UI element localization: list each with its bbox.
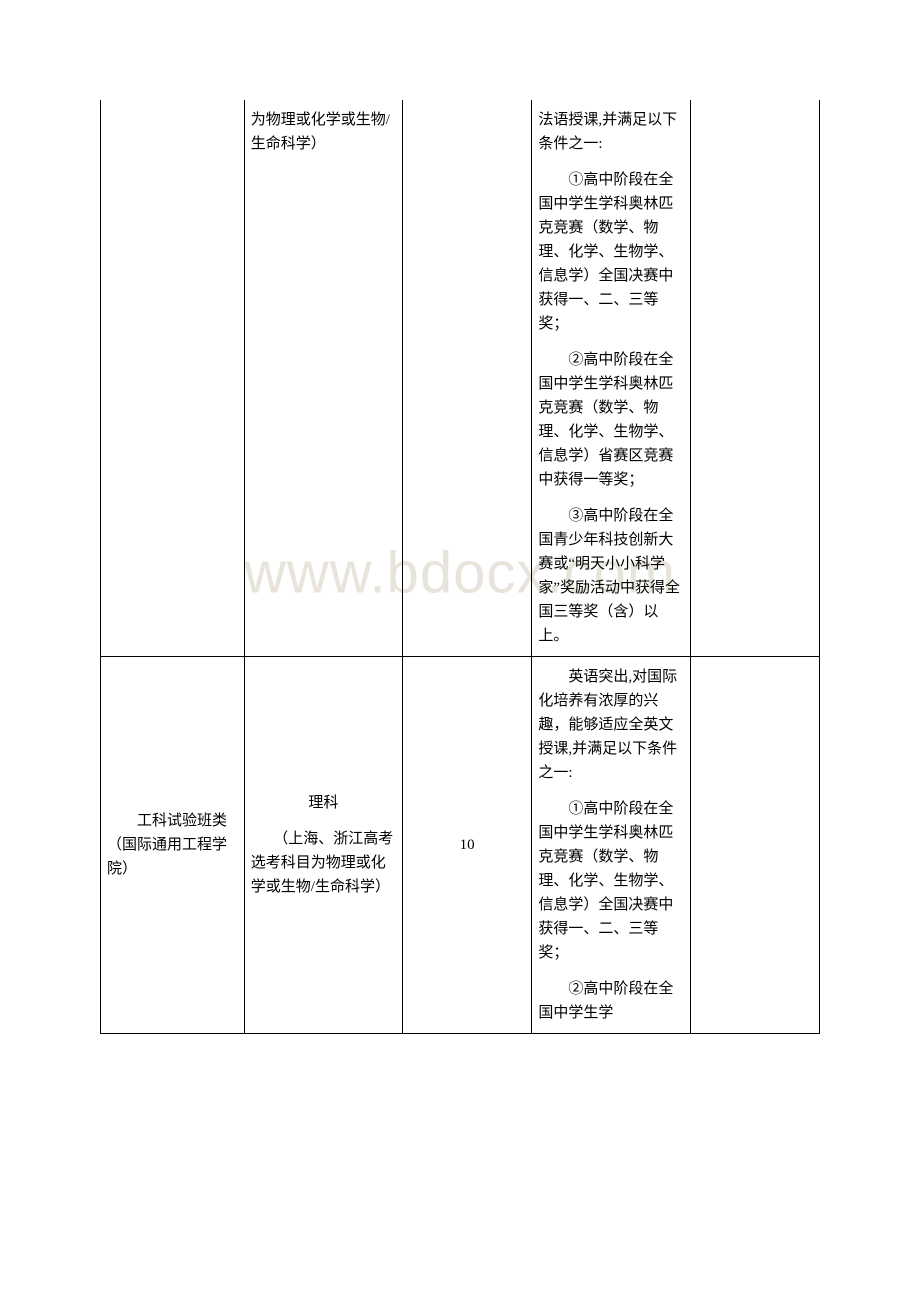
requirement-item-3: ③高中阶段在全国青少年科技创新大赛或“明天小小科学家”奖励活动中获得全国三等奖（… [538,504,683,648]
requirement-intro: 英语突出,对国际化培养有浓厚的兴趣，能够适应全英文授课,并满足以下条件之一: [538,665,683,785]
cell-requirements: 法语授课,并满足以下条件之一: ①高中阶段在全国中学生学科奥林匹克竞赛（数学、物… [532,100,690,657]
requirement-item-1: ①高中阶段在全国中学生学科奥林匹克竞赛（数学、物理、化学、生物学、信息学）全国决… [538,797,683,965]
cell-remark [690,657,819,1034]
cell-subject: 为物理或化学或生物/生命科学） [244,100,402,657]
requirement-item-2: ②高中阶段在全国中学生学 [538,977,683,1025]
requirement-item-1: ①高中阶段在全国中学生学科奥林匹克竞赛（数学、物理、化学、生物学、信息学）全国决… [538,168,683,336]
cell-remark [690,100,819,657]
subject-partial-text: 为物理或化学或生物/生命科学） [251,112,390,152]
subject-type: 理科 [251,791,396,815]
table-row: 工科试验班类（国际通用工程学院） 理科 （上海、浙江高考选考科目为物理或化学或生… [101,657,820,1034]
admission-table: 为物理或化学或生物/生命科学） 法语授课,并满足以下条件之一: ①高中阶段在全国… [100,100,820,1034]
table-row: 为物理或化学或生物/生命科学） 法语授课,并满足以下条件之一: ①高中阶段在全国… [101,100,820,657]
major-text: 工科试验班类（国际通用工程学院） [107,813,227,877]
cell-subject: 理科 （上海、浙江高考选考科目为物理或化学或生物/生命科学） [244,657,402,1034]
cell-requirements: 英语突出,对国际化培养有浓厚的兴趣，能够适应全英文授课,并满足以下条件之一: ①… [532,657,690,1034]
requirement-item-2: ②高中阶段在全国中学生学科奥林匹克竞赛（数学、物理、化学、生物学、信息学）省赛区… [538,348,683,492]
cell-major: 工科试验班类（国际通用工程学院） [101,657,245,1034]
requirement-intro: 法语授课,并满足以下条件之一: [538,108,683,156]
subject-note: （上海、浙江高考选考科目为物理或化学或生物/生命科学） [251,827,396,899]
cell-quota: 10 [402,657,531,1034]
quota-value: 10 [460,837,475,853]
cell-major [101,100,245,657]
cell-quota [402,100,531,657]
